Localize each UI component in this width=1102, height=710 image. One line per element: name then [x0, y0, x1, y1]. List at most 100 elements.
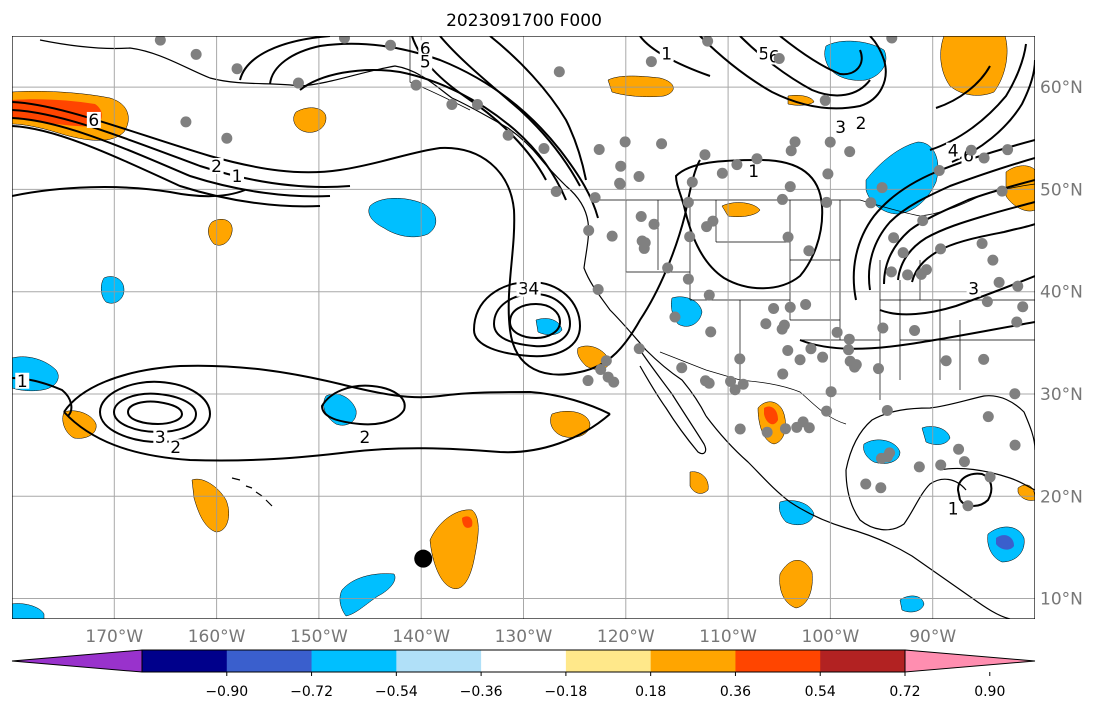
contour-label-background: [15, 372, 30, 389]
station-marker: [221, 132, 233, 144]
contour-label-background: [659, 45, 674, 62]
longitude-tick-label: 100°W: [802, 627, 860, 647]
station-marker: [993, 276, 1005, 288]
colorbar-tick-label: 0.72: [889, 684, 920, 700]
coastline-cuba: [939, 467, 1035, 491]
contour-label: 4: [948, 142, 959, 162]
station-marker: [962, 500, 974, 512]
station-marker: [734, 353, 746, 365]
station-marker: [844, 146, 856, 158]
figure-title: 2023091700 F000: [446, 11, 602, 31]
station-marker: [902, 269, 914, 281]
station-marker: [976, 238, 988, 250]
colorbar-tick-label: −0.72: [290, 684, 333, 700]
positive-anomaly-region: [293, 107, 327, 133]
colorbar: −0.90 −0.72 −0.54 −0.36 −0.18 0.18 0.36 0.54 0.7…: [11, 649, 1036, 700]
station-marker: [777, 368, 789, 380]
station-marker: [982, 411, 994, 423]
station-marker: [843, 344, 855, 356]
positive-anomaly-region: [787, 95, 815, 106]
station-layer: [154, 36, 1029, 512]
contour-label-background: [357, 429, 372, 446]
longitude-tick-label: 150°W: [290, 627, 348, 647]
station-marker: [606, 230, 618, 242]
station-marker: [782, 344, 794, 356]
negative-anomaly-region: [824, 40, 887, 81]
station-marker: [794, 354, 806, 366]
negative-anomaly-region: [339, 573, 396, 617]
station-marker: [805, 343, 817, 355]
contour-line: [779, 36, 863, 76]
contour-line: [63, 411, 611, 462]
contour-line: [935, 65, 991, 109]
contour-line: [489, 36, 587, 181]
station-marker: [471, 99, 483, 111]
contour-line: [12, 186, 246, 198]
contour-label: 3: [835, 118, 846, 138]
coastline-alaska: [39, 39, 567, 187]
colorbar-segment: [650, 650, 736, 672]
station-marker: [1011, 316, 1023, 328]
contour-line: [126, 400, 184, 426]
contour-line: [911, 223, 1035, 283]
longitude-tick-label: 120°W: [597, 627, 655, 647]
station-marker: [779, 423, 791, 435]
station-marker: [1002, 144, 1014, 156]
contour-label-background: [966, 280, 981, 297]
contour-label: 3: [155, 428, 166, 448]
station-marker: [619, 136, 631, 148]
station-marker: [410, 79, 422, 91]
longitude-tick-label: 130°W: [495, 627, 553, 647]
contour-label: 2: [360, 428, 371, 448]
contour-line: [799, 321, 1035, 350]
station-marker: [940, 355, 952, 367]
contour-line: [472, 280, 582, 358]
contour-label: 3: [968, 280, 979, 300]
strong-positive-anomaly-region: [462, 516, 473, 528]
contour-label: 1: [17, 372, 28, 392]
contour-line: [299, 69, 567, 201]
contour-label-background: [86, 111, 101, 128]
station-marker: [656, 138, 668, 150]
station-marker: [582, 375, 594, 387]
station-marker: [897, 247, 909, 259]
negative-anomaly-region: [899, 595, 925, 613]
station-marker: [784, 301, 796, 313]
station-marker: [865, 197, 877, 209]
positive-anomaly-region: [779, 560, 813, 609]
colorbar-tick-label: 0.90: [974, 684, 1005, 700]
station-marker: [593, 144, 605, 156]
positive-anomaly-region: [429, 509, 479, 590]
station-marker: [981, 296, 993, 308]
station-marker: [669, 311, 681, 323]
station-marker: [776, 323, 788, 335]
station-marker: [821, 405, 833, 417]
station-marker: [703, 289, 715, 301]
station-marker: [915, 268, 927, 280]
negative-anomaly-region: [12, 603, 45, 619]
station-marker: [935, 459, 947, 471]
colorbar-frame: [141, 649, 906, 673]
strong-positive-anomaly-region: [764, 406, 778, 425]
contour-label-background: [418, 53, 433, 70]
station-marker: [602, 371, 614, 383]
contour-label-background: [746, 163, 761, 180]
station-marker: [662, 262, 674, 274]
contour-label-background: [209, 157, 224, 174]
station-marker: [682, 196, 694, 208]
station-marker: [703, 377, 715, 389]
station-marker: [553, 66, 565, 78]
station-marker: [958, 456, 970, 468]
contour-label-layer: 621132234651563214631: [15, 39, 981, 520]
contour-line: [12, 101, 701, 376]
coastline-baja: [639, 349, 707, 455]
station-marker: [768, 302, 780, 314]
station-marker: [190, 48, 202, 60]
longitude-tick-label: 170°W: [85, 627, 143, 647]
latitude-tick-label: 50°N: [1040, 180, 1083, 200]
station-marker: [884, 447, 896, 459]
station-marker: [881, 404, 893, 416]
station-marker: [633, 343, 645, 355]
station-marker: [803, 245, 815, 257]
colorbar-segment: [820, 650, 906, 672]
